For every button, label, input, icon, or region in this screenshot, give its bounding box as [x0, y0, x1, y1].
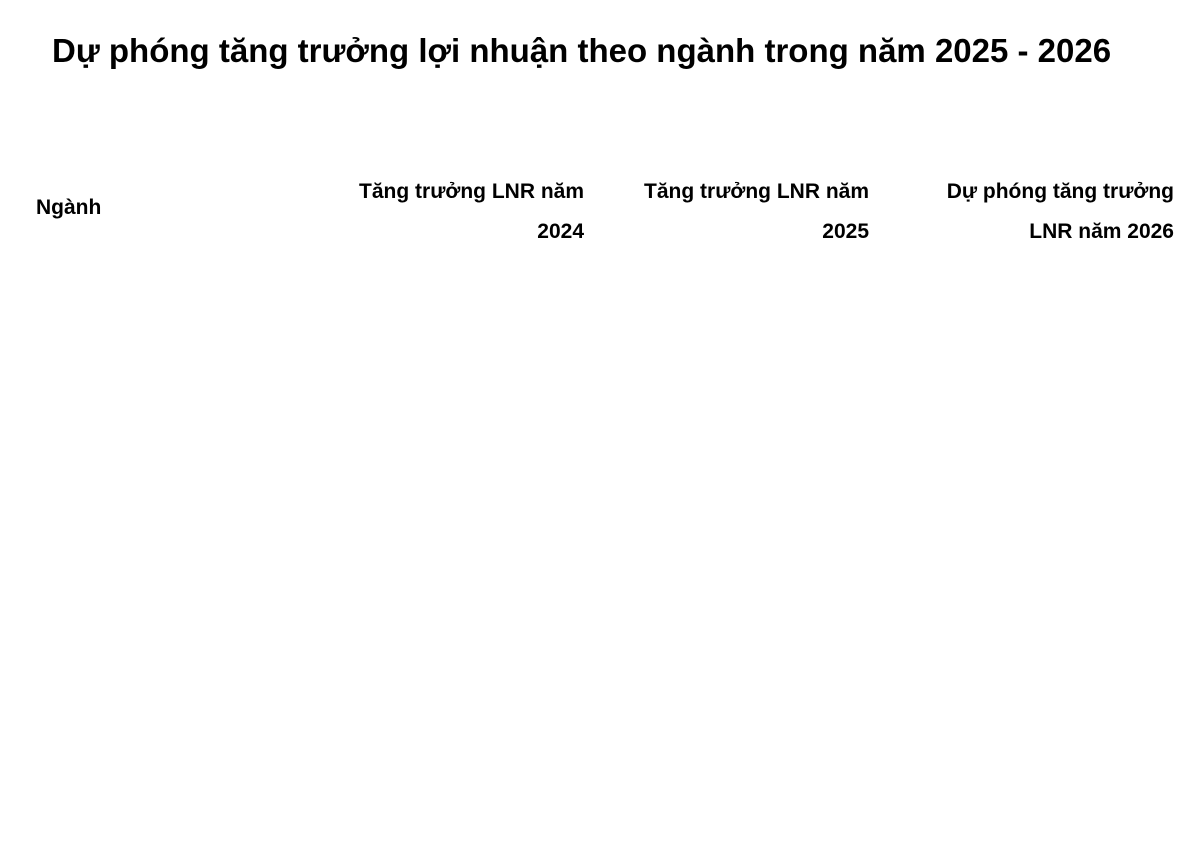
value-label: -4,7% — [527, 547, 582, 570]
data-bar — [565, 748, 578, 784]
data-bar — [921, 666, 942, 701]
row-label: Điện — [36, 300, 79, 323]
data-bar — [653, 707, 871, 743]
value-label: -14,6% — [515, 259, 582, 282]
data-bar — [653, 748, 784, 784]
value-label: -37,9% — [515, 300, 582, 323]
data-bar — [538, 501, 567, 536]
row-label: Xuất khẩu — [36, 589, 131, 612]
value-label: 19,0% — [1112, 341, 1172, 364]
data-bar — [544, 294, 567, 330]
data-bar — [565, 459, 588, 495]
value-label: 27,8% — [1112, 300, 1172, 323]
row-label: Tiêu dùng/Bán lẻ — [36, 547, 194, 570]
data-bar — [565, 418, 579, 454]
value-label: 20,1% — [522, 754, 582, 777]
data-bar — [557, 253, 567, 289]
data-bar — [550, 583, 567, 619]
data-bar — [562, 542, 567, 578]
data-bar — [565, 377, 575, 413]
value-label: 28,6% — [807, 671, 867, 694]
column-header: Dự phóng tăng trưởng LNR năm 2026 — [946, 180, 1174, 243]
data-bar — [653, 501, 728, 536]
value-label: 35,0% — [807, 506, 867, 529]
row-label: Logistics — [36, 754, 118, 777]
data-bar — [653, 377, 658, 413]
data-bar — [940, 542, 960, 578]
data-bar — [565, 707, 577, 743]
data-bar — [940, 294, 1006, 330]
column-header: Tăng trưởng LNR năm 2024 — [359, 180, 584, 243]
value-label: -457,5% — [504, 671, 582, 694]
value-label: 22,1% — [522, 341, 582, 364]
value-label: 61,0% — [807, 300, 867, 323]
value-label: 25,5% — [807, 259, 867, 282]
category-header: Ngành — [36, 196, 102, 219]
row-label: Nông nghiệp — [36, 712, 155, 735]
value-label: -20,0% — [1105, 712, 1172, 735]
value-label: 17,7% — [807, 424, 867, 447]
data-bar — [940, 501, 965, 536]
value-label: 18,5% — [522, 712, 582, 735]
column-header: Tăng trưởng LNR năm 2025 — [644, 180, 869, 243]
data-bar — [653, 666, 715, 701]
value-label: 31,0% — [807, 465, 867, 488]
row-label: Danh mục theo dõi — [36, 424, 212, 447]
data-bar — [653, 459, 720, 495]
value-label: 103,2% — [796, 712, 867, 735]
row-label: BĐS Nhà ở — [36, 382, 143, 405]
value-label: 5,5% — [819, 547, 867, 570]
value-label: 14,1% — [522, 382, 582, 405]
data-bar — [653, 336, 692, 371]
row-label: Dầu khí — [36, 506, 109, 529]
data-bar — [940, 253, 1018, 289]
data-bar — [527, 624, 567, 660]
data-bar — [940, 418, 977, 454]
footer-band — [0, 795, 1200, 842]
data-bar — [940, 336, 986, 371]
value-label: 1,4% — [819, 382, 867, 405]
value-label: -48,5% — [515, 506, 582, 529]
value-label: 32,8% — [1112, 259, 1172, 282]
row-label: Hàng không — [36, 671, 149, 694]
row-label: BĐS KCN — [36, 259, 129, 282]
value-label: 61,5% — [807, 754, 867, 777]
value-label: -8,2% — [1117, 671, 1172, 694]
data-bar — [653, 542, 667, 578]
value-label: 9,8% — [1124, 506, 1172, 529]
row-label: Hóa chất — [36, 630, 120, 653]
value-label: 37,1% — [522, 465, 582, 488]
data-bar — [894, 707, 942, 743]
data-bar — [939, 624, 942, 660]
data-bar — [653, 624, 740, 660]
value-label: 40,7% — [807, 630, 867, 653]
value-label: -0,6% — [1117, 630, 1172, 653]
data-bar — [940, 583, 951, 619]
data-bar — [307, 666, 567, 701]
row-label: Ngân hàng — [36, 341, 139, 364]
value-label: 22,1% — [522, 424, 582, 447]
data-bar — [940, 377, 983, 413]
value-label: -67,6% — [515, 630, 582, 653]
value-label: 17,7% — [1112, 382, 1172, 405]
data-bar — [653, 583, 693, 619]
data-bar — [871, 748, 942, 784]
data-bar — [653, 253, 708, 289]
data-bar — [565, 336, 579, 371]
value-label: -29,6% — [1105, 754, 1172, 777]
value-label: -27,2% — [515, 589, 582, 612]
value-label: 18,2% — [807, 589, 867, 612]
page-title: Dự phóng tăng trưởng lợi nhuận theo ngàn… — [52, 32, 1112, 69]
data-bar — [653, 294, 783, 330]
value-label: 7,6% — [1124, 547, 1172, 570]
row-label: VLXD — [36, 465, 91, 488]
data-bar — [940, 459, 972, 495]
value-label: 17,5% — [807, 341, 867, 364]
value-label: 13,1% — [1112, 465, 1172, 488]
data-bar — [653, 418, 692, 454]
value-label: 3,8% — [1124, 589, 1172, 612]
value-label: 15,1% — [1112, 424, 1172, 447]
